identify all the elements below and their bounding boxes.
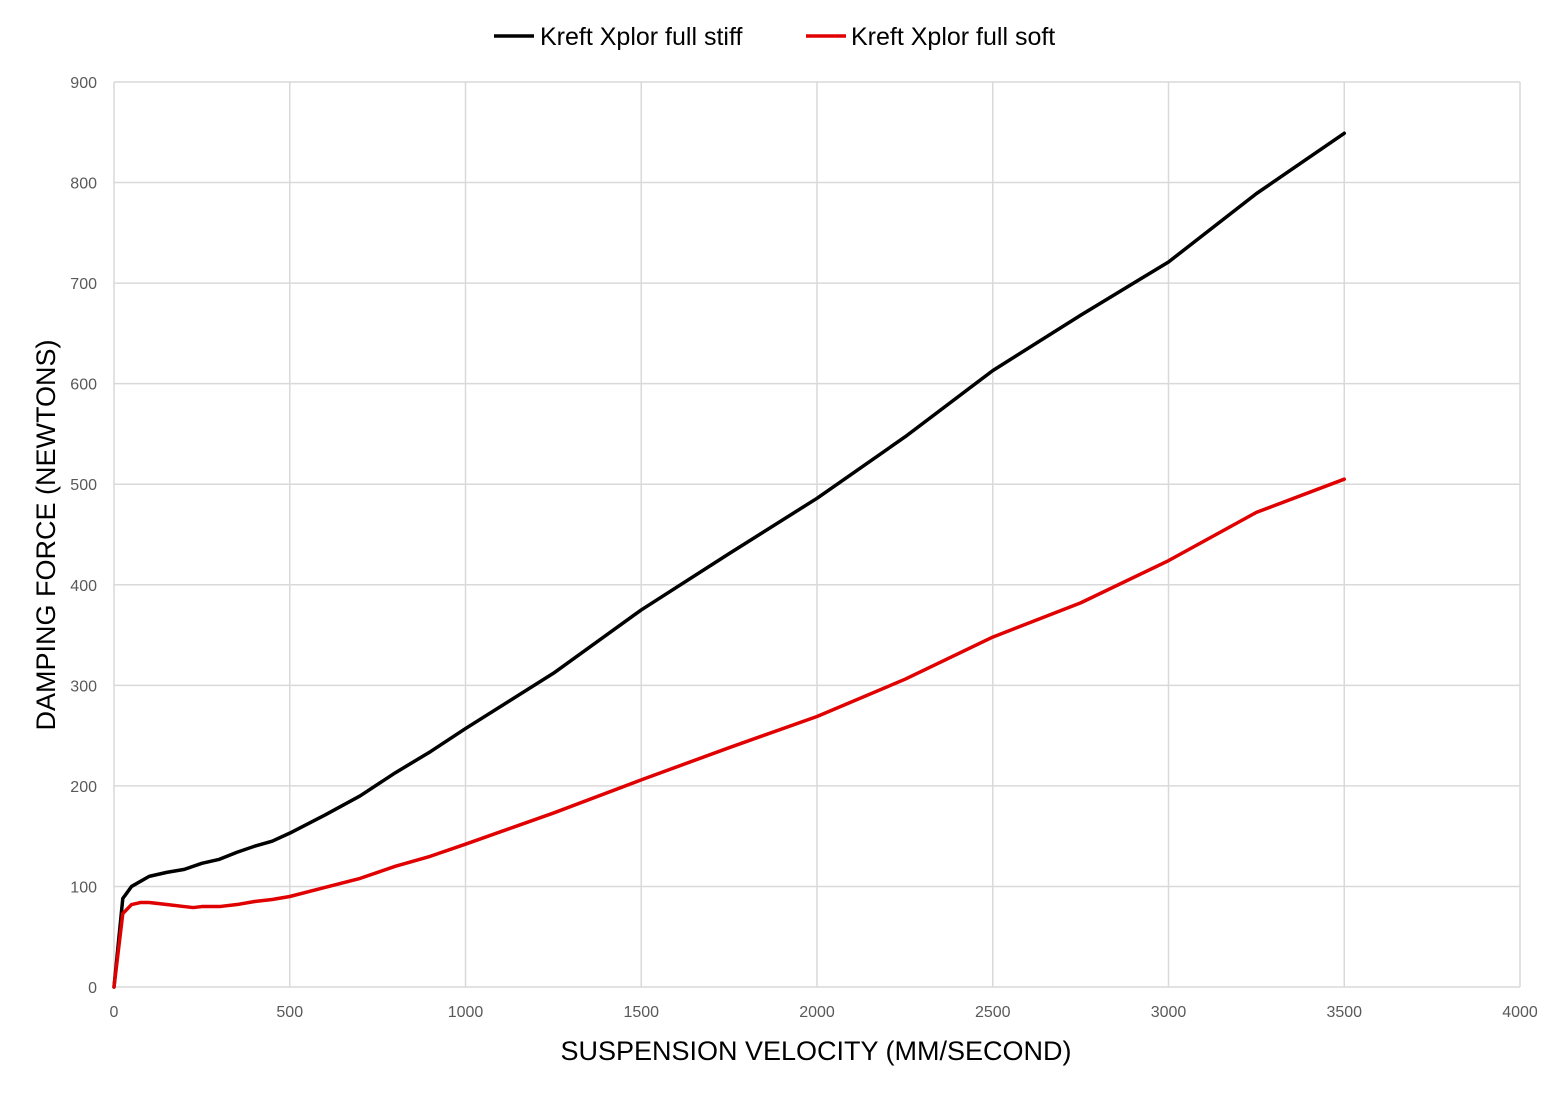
legend-item-stiff[interactable]: Kreft Xplor full stiff <box>494 23 742 51</box>
y-tick-label-400: 400 <box>70 578 97 595</box>
x-axis-title: SUSPENSION VELOCITY (MM/SECOND) <box>560 1036 1071 1066</box>
x-tick-label-3500: 3500 <box>1326 1004 1362 1021</box>
y-tick-label-200: 200 <box>70 779 97 796</box>
x-tick-label-3000: 3000 <box>1151 1004 1187 1021</box>
x-tick-label-1500: 1500 <box>623 1004 659 1021</box>
y-axis-title: DAMPING FORCE (NEWTONS) <box>31 340 61 731</box>
y-tick-label-0: 0 <box>88 980 97 997</box>
y-tick-label-100: 100 <box>70 879 97 896</box>
x-tick-label-4000: 4000 <box>1502 1004 1538 1021</box>
y-tick-label-700: 700 <box>70 276 97 293</box>
x-tick-label-2500: 2500 <box>975 1004 1011 1021</box>
x-tick-label-1000: 1000 <box>448 1004 484 1021</box>
series-layer <box>112 131 1346 989</box>
x-tick-label-2000: 2000 <box>799 1004 835 1021</box>
y-tick-label-500: 500 <box>70 477 97 494</box>
series-line-stiff[interactable] <box>112 131 1346 989</box>
legend-item-soft[interactable]: Kreft Xplor full soft <box>806 23 1055 51</box>
legend-label-stiff: Kreft Xplor full stiff <box>540 23 742 51</box>
tick-labels: 0 100 200 300 400 500 600 700 800 900 0 500 1000 1500… <box>70 75 1538 1021</box>
y-tick-label-900: 900 <box>70 75 97 92</box>
x-tick-label-0: 0 <box>110 1004 119 1021</box>
y-tick-label-600: 600 <box>70 377 97 394</box>
x-tick-label-500: 500 <box>276 1004 303 1021</box>
grid-layer <box>113 81 1521 988</box>
legend: Kreft Xplor full stiff Kreft Xplor full … <box>494 23 1055 51</box>
y-tick-label-800: 800 <box>70 176 97 193</box>
series-line-soft[interactable] <box>112 477 1346 989</box>
y-tick-label-300: 300 <box>70 678 97 695</box>
legend-label-soft: Kreft Xplor full soft <box>851 23 1055 51</box>
